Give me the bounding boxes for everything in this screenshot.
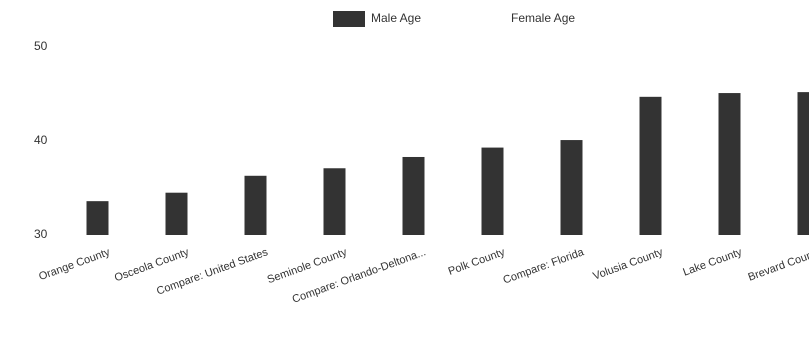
legend-label: Male Age bbox=[371, 11, 421, 25]
legend-swatch bbox=[333, 11, 365, 27]
bar bbox=[797, 92, 809, 236]
bar bbox=[639, 96, 662, 235]
bar bbox=[165, 192, 188, 235]
legend-label: Female Age bbox=[511, 11, 575, 25]
x-tick-label: Orange County bbox=[37, 246, 112, 283]
x-tick-label: Polk County bbox=[447, 246, 507, 278]
y-tick-label: 50 bbox=[34, 39, 48, 53]
y-tick-label: 30 bbox=[34, 227, 48, 241]
bar bbox=[481, 147, 504, 235]
bar bbox=[86, 201, 109, 235]
x-tick-label: Compare: Orlando-Deltona... bbox=[291, 246, 428, 306]
x-tick-label: Compare: Florida bbox=[502, 246, 587, 287]
bar bbox=[718, 93, 741, 235]
legend-swatch bbox=[473, 11, 505, 27]
bar bbox=[244, 175, 267, 235]
x-tick-label: Brevard County bbox=[747, 246, 809, 284]
bar bbox=[560, 140, 583, 235]
y-tick-label: 40 bbox=[34, 133, 48, 147]
x-tick-label: Lake County bbox=[681, 246, 744, 279]
bar bbox=[402, 156, 425, 235]
x-tick-label: Volusia County bbox=[591, 246, 665, 283]
bar bbox=[323, 168, 346, 235]
